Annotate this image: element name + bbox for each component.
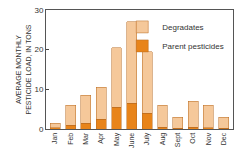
svg-text:Mar: Mar xyxy=(82,132,89,145)
svg-text:10: 10 xyxy=(34,85,43,94)
svg-text:AVERAGE MONTHLYPESTICIDE LOAD,: AVERAGE MONTHLYPESTICIDE LOAD, IN TONS xyxy=(15,24,31,114)
svg-text:Feb: Feb xyxy=(67,133,74,145)
svg-text:Oct: Oct xyxy=(189,133,196,144)
svg-text:Dec: Dec xyxy=(220,132,227,145)
svg-text:June: June xyxy=(128,133,135,148)
svg-text:Nov: Nov xyxy=(205,132,212,145)
svg-text:20: 20 xyxy=(34,45,43,54)
svg-text:Parent pesticides: Parent pesticides xyxy=(162,42,223,51)
svg-text:30: 30 xyxy=(34,6,43,15)
svg-text:Jan: Jan xyxy=(51,133,58,144)
svg-text:May: May xyxy=(113,132,121,146)
svg-text:Apr: Apr xyxy=(97,132,105,144)
svg-text:July: July xyxy=(143,132,151,145)
svg-text:Degradates: Degradates xyxy=(162,23,203,32)
svg-text:Aug: Aug xyxy=(159,133,167,146)
svg-text:0: 0 xyxy=(39,125,44,134)
svg-text:Sept: Sept xyxy=(174,133,182,147)
